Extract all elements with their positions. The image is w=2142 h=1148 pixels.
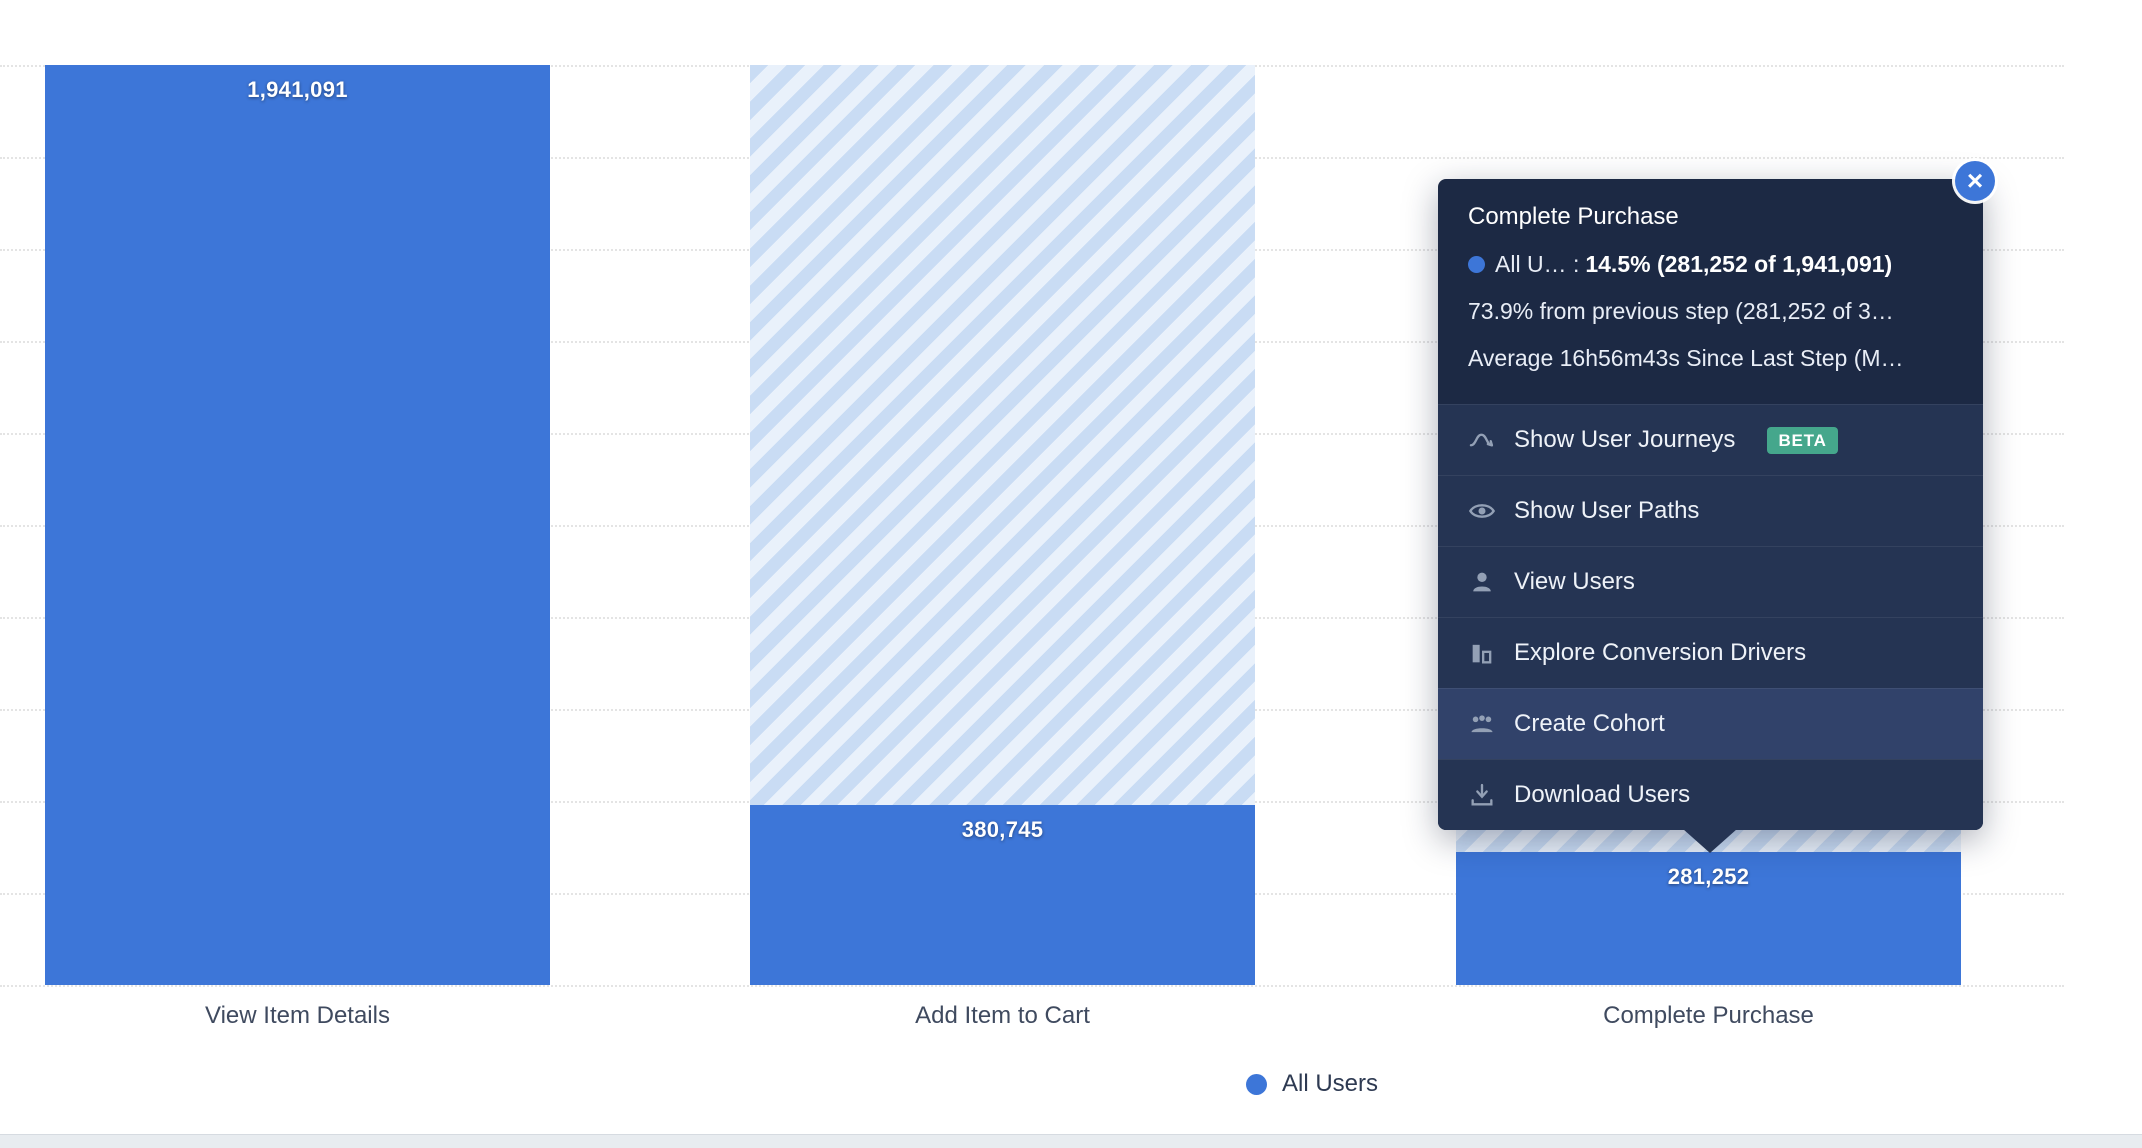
gridline <box>0 985 2064 987</box>
menu-item-show-user-journeys[interactable]: Show User Journeys BETA <box>1438 404 1983 475</box>
x-axis-label-add-item-to-cart: Add Item to Cart <box>915 1002 1090 1029</box>
previous-step-stat: 73.9% from previous step (281,252 of 3… <box>1468 298 1894 324</box>
menu-item-label: Show User Paths <box>1514 497 1700 524</box>
average-time-stat: Average 16h56m43s Since Last Step (M… <box>1468 345 1904 371</box>
close-icon: × <box>1966 165 1984 196</box>
menu-item-download-users[interactable]: Download Users <box>1438 759 1983 830</box>
step-tooltip: × Complete Purchase All U… :14.5% (281,2… <box>1438 161 1995 853</box>
tooltip-header: Complete Purchase All U… :14.5% (281,252… <box>1438 179 1983 404</box>
bar-value-label: 1,941,091 <box>247 77 348 102</box>
menu-item-label: Show User Journeys <box>1514 426 1736 453</box>
legend-label: All Users <box>1282 1070 1379 1097</box>
funnel-chart-plot: 1,941,091 380,745 281,252 <box>0 65 2064 987</box>
menu-item-show-user-paths[interactable]: Show User Paths <box>1438 475 1983 546</box>
cohort-icon <box>1468 710 1496 738</box>
bar-solid-segment[interactable] <box>45 65 550 985</box>
download-icon <box>1468 781 1496 809</box>
beta-badge: BETA <box>1767 426 1838 454</box>
x-axis-label-view-item-details: View Item Details <box>205 1002 390 1029</box>
user-icon <box>1468 568 1496 596</box>
eye-icon <box>1468 497 1496 525</box>
menu-item-label: Explore Conversion Drivers <box>1514 639 1807 666</box>
menu-item-view-users[interactable]: View Users <box>1438 546 1983 617</box>
series-dot-icon <box>1468 256 1485 273</box>
bar-solid-segment[interactable] <box>750 805 1255 985</box>
menu-item-label: View Users <box>1514 568 1635 595</box>
menu-item-label: Download Users <box>1514 781 1691 808</box>
conversion-value: 14.5% (281,252 of 1,941,091) <box>1585 251 1893 277</box>
bar-group-add-item-to-cart[interactable]: 380,745 <box>750 65 1255 985</box>
bar-solid-segment[interactable] <box>1456 852 1961 985</box>
journey-icon <box>1468 426 1496 454</box>
menu-item-explore-conversion-drivers[interactable]: Explore Conversion Drivers <box>1438 617 1983 688</box>
bar-group-view-item-details[interactable]: 1,941,091 <box>45 65 550 985</box>
bar-value-label: 281,252 <box>1667 864 1750 889</box>
bar-hatched-segment <box>750 65 1255 805</box>
legend[interactable]: All Users <box>1246 1070 1378 1098</box>
bar-value-label: 380,745 <box>961 817 1044 842</box>
tooltip-menu: Show User Journeys BETA Show User Paths <box>1438 404 1983 830</box>
x-axis-label-complete-purchase: Complete Purchase <box>1603 1002 1814 1029</box>
series-label: All U… : <box>1495 251 1580 277</box>
menu-item-create-cohort[interactable]: Create Cohort <box>1438 688 1983 759</box>
menu-item-label: Create Cohort <box>1514 710 1665 737</box>
bottom-panel-edge <box>0 1134 2142 1148</box>
legend-series-dot-icon <box>1246 1073 1267 1095</box>
close-button[interactable]: × <box>1955 161 1995 201</box>
tooltip-caret <box>1683 829 1737 853</box>
tooltip-title: Complete Purchase <box>1468 203 1679 230</box>
bar-chart-icon <box>1468 639 1496 667</box>
conversion-stat: All U… :14.5% (281,252 of 1,941,091) <box>1468 247 1953 281</box>
